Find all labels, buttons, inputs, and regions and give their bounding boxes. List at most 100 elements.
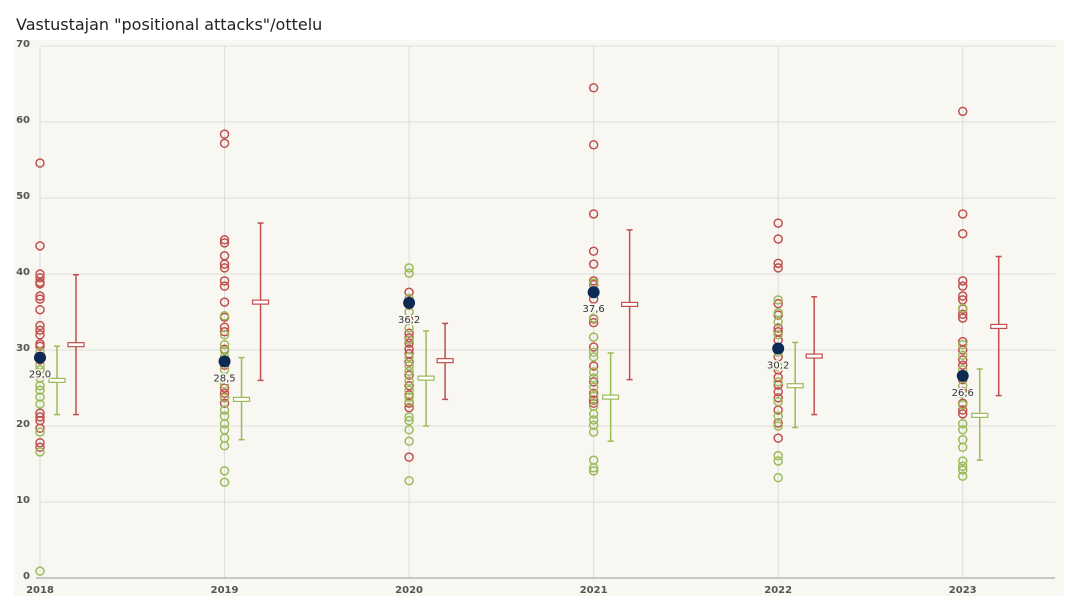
point — [35, 341, 45, 351]
point — [588, 373, 599, 383]
point — [219, 466, 230, 476]
point — [588, 83, 599, 93]
point — [35, 279, 45, 289]
point — [219, 346, 230, 356]
point — [404, 328, 414, 339]
error-center — [417, 375, 435, 381]
point — [957, 303, 968, 313]
point — [219, 235, 230, 245]
point — [219, 330, 230, 340]
point — [773, 387, 783, 397]
point — [404, 436, 414, 446]
error-center — [805, 353, 823, 359]
point — [588, 415, 599, 425]
point — [588, 391, 599, 402]
point — [404, 403, 414, 413]
mean-label: 30,2 — [767, 360, 789, 371]
y-tick-label: 40 — [16, 267, 30, 278]
point — [219, 477, 230, 487]
mean-dot — [34, 351, 46, 364]
x-tick-label: 2023 — [949, 585, 977, 596]
point — [588, 377, 599, 387]
point — [404, 370, 414, 380]
point — [588, 409, 599, 419]
point — [404, 268, 414, 278]
point — [35, 412, 45, 422]
y-tick-label: 30 — [16, 343, 30, 354]
point — [588, 466, 599, 476]
point — [219, 388, 230, 399]
y-tick-label: 60 — [16, 115, 30, 126]
point — [588, 382, 599, 392]
point — [219, 405, 230, 415]
point — [35, 158, 45, 168]
point — [219, 259, 230, 269]
mean-label: 29,0 — [29, 370, 51, 381]
point — [35, 566, 45, 576]
plot-background — [14, 40, 1064, 596]
point — [773, 377, 783, 387]
point — [773, 361, 783, 372]
point — [957, 228, 968, 239]
point — [773, 295, 783, 305]
error-center — [786, 383, 804, 389]
y-tick-label: 10 — [16, 495, 30, 506]
point — [35, 399, 45, 409]
point — [588, 259, 599, 269]
point — [219, 263, 230, 273]
point — [35, 304, 45, 315]
point — [588, 361, 599, 371]
point — [957, 291, 968, 301]
point — [219, 441, 230, 451]
mean-label: 37,6 — [583, 304, 605, 315]
point — [219, 311, 230, 321]
point — [404, 335, 414, 345]
mean-dot — [772, 342, 785, 355]
point — [957, 442, 968, 453]
point — [219, 398, 230, 408]
error-center — [232, 396, 251, 402]
point — [773, 258, 783, 269]
point — [773, 323, 783, 333]
point — [773, 433, 783, 443]
point — [219, 339, 230, 350]
point — [588, 342, 599, 352]
point — [35, 294, 45, 304]
point — [35, 447, 45, 457]
point — [957, 471, 968, 481]
mean-dot — [956, 369, 969, 382]
point — [404, 425, 414, 435]
point — [773, 421, 783, 431]
point — [773, 393, 783, 403]
point — [957, 309, 968, 320]
point — [404, 415, 414, 426]
mean-dot — [587, 286, 600, 299]
point — [588, 313, 599, 323]
point — [957, 389, 968, 399]
y-tick-label: 70 — [16, 39, 30, 50]
point — [957, 465, 968, 475]
point — [957, 350, 968, 361]
error-center — [251, 299, 270, 305]
point — [957, 106, 968, 117]
point — [219, 379, 230, 389]
point — [404, 396, 414, 407]
y-tick-label: 0 — [23, 571, 30, 582]
point — [404, 287, 414, 297]
point — [773, 380, 783, 390]
point — [773, 411, 783, 421]
y-tick-label: 50 — [16, 191, 30, 202]
point — [35, 385, 45, 396]
point — [957, 281, 968, 291]
point — [957, 418, 968, 429]
point — [588, 388, 599, 399]
point — [957, 360, 968, 370]
point — [35, 330, 45, 340]
error-center — [602, 394, 620, 400]
point — [588, 246, 599, 256]
error-center — [621, 301, 639, 307]
error-center — [971, 412, 989, 418]
mean-label: 36,2 — [398, 315, 420, 326]
point — [404, 376, 414, 386]
point — [957, 456, 968, 466]
